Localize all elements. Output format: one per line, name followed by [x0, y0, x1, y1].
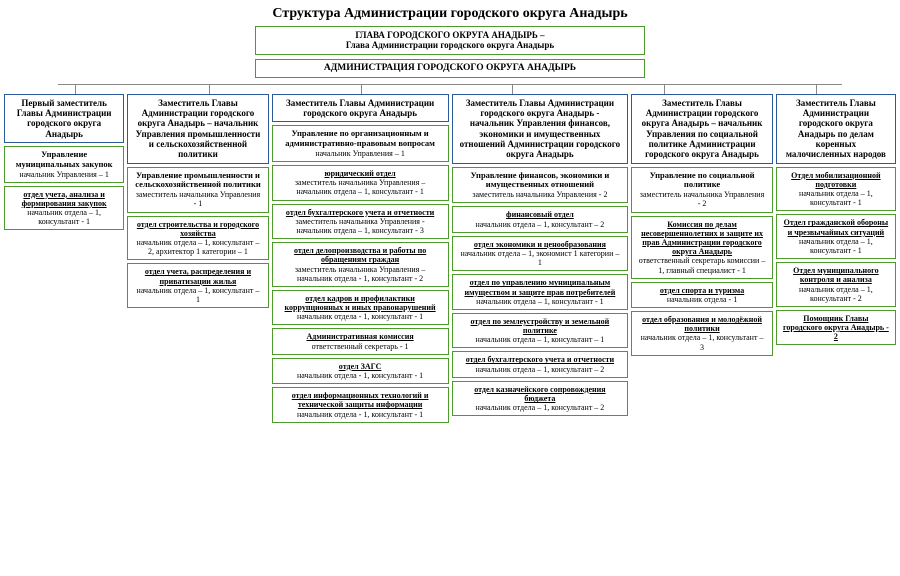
deputy-head: Заместитель Главы Администрации городско… [452, 94, 629, 164]
org-unit: отдел образования и молодёжной политикин… [631, 311, 772, 356]
deputy-head: Заместитель Главы Администрации городско… [127, 94, 268, 164]
org-unit: Помощник Главы городского округа Анадырь… [776, 310, 896, 346]
org-unit: Комиссия по делам несовершеннолетних и з… [631, 216, 772, 279]
org-unit: отдел строительства и городского хозяйст… [127, 216, 268, 261]
org-unit: отдел делопроизводства и работы по обращ… [272, 242, 449, 287]
management-unit: Управление по социальной политикезамести… [631, 167, 772, 213]
org-unit: финансовый отделначальник отдела – 1, ко… [452, 206, 629, 232]
deputy-head: Первый заместитель Главы Администрации г… [4, 94, 124, 143]
top-hierarchy: ГЛАВА ГОРОДСКОГО ОКРУГА АНАДЫРЬ – Глава … [0, 26, 900, 78]
management-unit: Управление муниципальных закупокначальни… [4, 146, 124, 183]
org-columns: Первый заместитель Главы Администрации г… [0, 94, 900, 423]
org-unit: отдел информационных технологий и технич… [272, 387, 449, 423]
org-unit: отдел учета, распределения и приватизаци… [127, 263, 268, 308]
page-title: Структура Администрации городского округ… [0, 0, 900, 26]
head-box: ГЛАВА ГОРОДСКОГО ОКРУГА АНАДЫРЬ – Глава … [255, 26, 645, 55]
org-unit: отдел учета, анализа и формирования заку… [4, 186, 124, 231]
management-unit: Управление промышленности и сельскохозяй… [127, 167, 268, 213]
column-3: Заместитель Главы Администрации городско… [452, 94, 629, 423]
org-unit: Отдел мобилизационной подготовкиначальни… [776, 167, 896, 212]
deputy-head: Заместитель Главы Администрации городско… [272, 94, 449, 123]
column-5: Заместитель Главы Администрации городско… [776, 94, 896, 423]
org-unit: Отдел гражданской обороны и чрезвычайных… [776, 214, 896, 259]
column-0: Первый заместитель Главы Администрации г… [4, 94, 124, 423]
org-unit: отдел по землеустройству и земельной пол… [452, 313, 629, 349]
head-line1: ГЛАВА ГОРОДСКОГО ОКРУГА АНАДЫРЬ – [262, 30, 638, 40]
org-unit: Отдел муниципального контроля и анализан… [776, 262, 896, 307]
org-unit: отдел ЗАГСначальник отдела - 1, консульт… [272, 358, 449, 384]
org-unit: отдел экономики и ценообразованияначальн… [452, 236, 629, 272]
column-1: Заместитель Главы Администрации городско… [127, 94, 268, 423]
connector-row [4, 84, 896, 94]
column-4: Заместитель Главы Администрации городско… [631, 94, 772, 423]
management-unit: Управление по организационным и админист… [272, 125, 449, 162]
admin-box: АДМИНИСТРАЦИЯ ГОРОДСКОГО ОКРУГА АНАДЫРЬ [255, 59, 645, 78]
head-line2: Глава Администрации городского округа Ан… [262, 40, 638, 50]
org-unit: отдел спорта и туризманачальник отдела -… [631, 282, 772, 308]
org-unit: отдел казначейского сопровождения бюджет… [452, 381, 629, 417]
org-unit: отдел по управлению муниципальным имущес… [452, 274, 629, 310]
deputy-head: Заместитель Главы Администрации городско… [776, 94, 896, 164]
org-unit: отдел бухгалтерского учета и отчетностиз… [272, 204, 449, 240]
org-unit: отдел кадров и профилактики коррупционны… [272, 290, 449, 326]
org-unit: Административная комиссияответственный с… [272, 328, 449, 354]
org-unit: юридический отделзаместитель начальника … [272, 165, 449, 201]
deputy-head: Заместитель Главы Администрации городско… [631, 94, 772, 164]
column-2: Заместитель Главы Администрации городско… [272, 94, 449, 423]
org-unit: отдел бухгалтерского учета и отчетностин… [452, 351, 629, 377]
management-unit: Управление финансов, экономики и имущест… [452, 167, 629, 204]
